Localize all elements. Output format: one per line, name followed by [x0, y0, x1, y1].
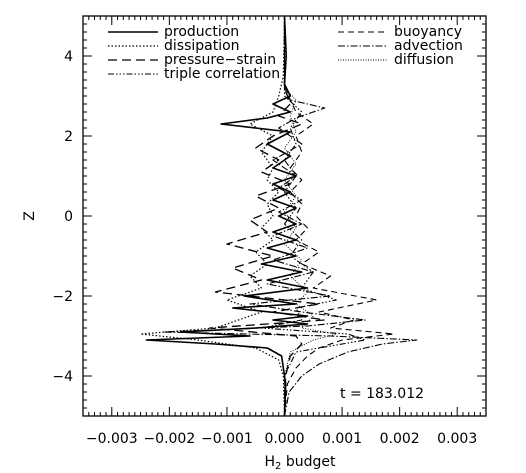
- series-line-production: [145, 16, 309, 416]
- x-tick-label: 0.002: [380, 431, 420, 447]
- y-tick-label: −4: [52, 369, 73, 385]
- y-tick-label: 2: [64, 129, 73, 145]
- tick-label-layer: −0.003 −0.002 −0.001 0.000 0.001 0.002 0.003 −4…: [52, 49, 477, 447]
- series-line-pressure-strain: [209, 16, 326, 416]
- x-tick-label: −0.002: [143, 431, 195, 447]
- series-line-dissipation: [139, 16, 286, 416]
- legend-label-production: production: [164, 24, 239, 40]
- legend-label-advection: advection: [394, 38, 463, 54]
- x-axis-title: H2 budget: [265, 454, 337, 472]
- legend-label-triple-correlation: triple correlation: [164, 66, 280, 82]
- y-tick-label: −2: [52, 289, 73, 305]
- legend-label-buoyancy: buoyancy: [394, 24, 462, 40]
- x-tick-label: 0.003: [437, 431, 477, 447]
- x-tick-label: 0.000: [264, 431, 304, 447]
- y-tick-label: 0: [64, 209, 73, 225]
- series-line-advection: [163, 16, 418, 416]
- x-axis-title-main: H: [265, 454, 276, 470]
- x-tick-label: −0.001: [201, 431, 253, 447]
- x-tick-label: −0.003: [86, 431, 138, 447]
- series-line-buoyancy: [283, 16, 395, 416]
- x-axis-title-suffix: budget: [281, 454, 336, 470]
- y-tick-label: 4: [64, 49, 73, 65]
- tick-layer: [82, 15, 487, 417]
- series-line-triple-correlation: [260, 16, 366, 416]
- x-tick-label: 0.001: [322, 431, 362, 447]
- y-axis-title: Z: [22, 211, 38, 221]
- x-axis-title-subscript: 2: [275, 461, 281, 472]
- legend-label-dissipation: dissipation: [164, 38, 240, 54]
- time-annotation: t = 183.012: [340, 386, 424, 402]
- legend-label-pressure-strain: pressure−strain: [164, 52, 276, 68]
- legend: productiondissipationpressure−straintrip…: [108, 24, 463, 82]
- series-line-diffusion: [284, 16, 337, 416]
- legend-label-diffusion: diffusion: [394, 52, 454, 68]
- series-layer: [139, 16, 418, 416]
